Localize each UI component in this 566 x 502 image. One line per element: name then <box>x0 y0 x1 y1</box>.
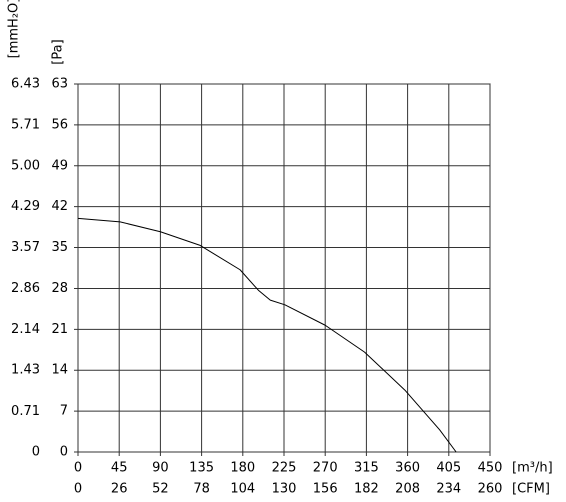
x2-tick-label: 104 <box>230 482 255 497</box>
y-tick-label: 21 <box>51 322 68 337</box>
y-tick-label: 49 <box>51 158 68 173</box>
curve <box>77 217 457 453</box>
y2-tick-label: 0.71 <box>11 404 40 419</box>
x-tick-label: 90 <box>152 461 169 476</box>
y2-tick-label: 3.57 <box>11 240 40 255</box>
x2-tick-label: 130 <box>272 482 297 497</box>
y2-tick-label: 5.00 <box>11 158 40 173</box>
x-tick-label: 315 <box>354 461 379 476</box>
x-tick-label: 360 <box>395 461 420 476</box>
x2-tick-label: 26 <box>111 482 128 497</box>
x2-tick-label: 52 <box>152 482 169 497</box>
x2-tick-label: 0 <box>74 482 82 497</box>
x-tick-label: 45 <box>111 461 128 476</box>
y2-tick-label: 2.14 <box>11 322 40 337</box>
y-tick-label: 63 <box>51 77 68 92</box>
x2-tick-label: 260 <box>478 482 503 497</box>
y2-axis-label: [mmH₂O] <box>7 0 22 58</box>
x2-tick-label: 156 <box>313 482 338 497</box>
y-tick-label: 28 <box>51 281 68 296</box>
y-tick-label: 35 <box>51 240 68 255</box>
y2-tick-label: 1.43 <box>11 363 40 378</box>
x-tick-label: 0 <box>74 461 82 476</box>
y2-tick-label: 0 <box>32 445 40 460</box>
y-tick-label: 7 <box>60 404 68 419</box>
y-tick-label: 0 <box>60 445 68 460</box>
x-tick-label: 135 <box>189 461 214 476</box>
x-tick-label: 270 <box>313 461 338 476</box>
x2-tick-label: 208 <box>395 482 420 497</box>
y2-tick-label: 5.71 <box>11 118 40 133</box>
y2-tick-label: 2.86 <box>11 281 40 296</box>
x2-tick-label: 78 <box>193 482 210 497</box>
x-tick-label: 405 <box>436 461 461 476</box>
y-axis-label: [Pa] <box>51 39 66 64</box>
x-tick-label: 180 <box>230 461 255 476</box>
y-tick-label: 56 <box>51 117 68 132</box>
y2-tick-label: 4.29 <box>11 199 40 214</box>
y-tick-label: 42 <box>51 199 68 214</box>
x-tick-label: 225 <box>272 461 297 476</box>
x2-tick-label: 182 <box>354 482 379 497</box>
x-axis-label: [m³/h] <box>512 461 553 476</box>
x2-tick-label: 234 <box>436 482 461 497</box>
y-tick-label: 14 <box>51 363 68 378</box>
x2-axis-label: [CFM] <box>512 482 550 497</box>
x-tick-label: 450 <box>478 461 503 476</box>
y2-tick-label: 6.43 <box>11 77 40 92</box>
